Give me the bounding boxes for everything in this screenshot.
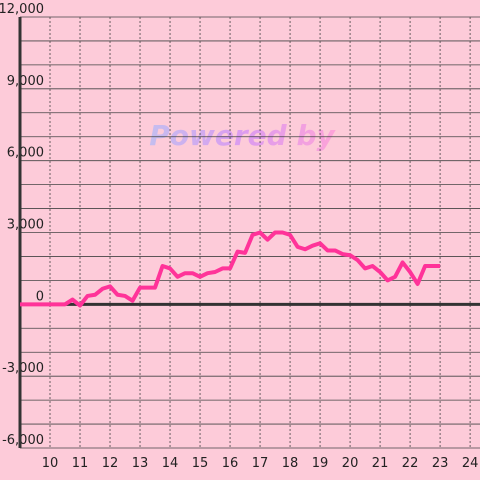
data-line	[20, 230, 441, 308]
y-tick-label: 3,000	[7, 218, 44, 233]
x-tick-label: 20	[342, 456, 359, 471]
x-tick-label: 14	[162, 456, 179, 471]
y-tick-label: 9,000	[7, 74, 44, 89]
y-tick-label: -3,000	[2, 361, 44, 376]
watermark: Powered by	[149, 119, 336, 152]
y-tick-label: 6,000	[7, 146, 44, 161]
x-tick-label: 22	[402, 456, 419, 471]
x-tick-label: 16	[222, 456, 239, 471]
x-tick-label: 21	[372, 456, 389, 471]
y-tick-label: 0	[36, 289, 44, 304]
y-tick-label: -6,000	[2, 433, 44, 448]
x-tick-label: 12	[102, 456, 119, 471]
x-tick-label: 18	[282, 456, 299, 471]
x-tick-label: 19	[312, 456, 329, 471]
x-tick-label: 23	[432, 456, 449, 471]
x-tick-label: 10	[42, 456, 59, 471]
x-tick-label: 24	[462, 456, 479, 471]
y-tick-label: 12,000	[0, 2, 44, 17]
x-tick-label: 13	[132, 456, 149, 471]
x-tick-label: 15	[192, 456, 209, 471]
x-tick-label: 11	[72, 456, 89, 471]
x-tick-label: 17	[252, 456, 269, 471]
